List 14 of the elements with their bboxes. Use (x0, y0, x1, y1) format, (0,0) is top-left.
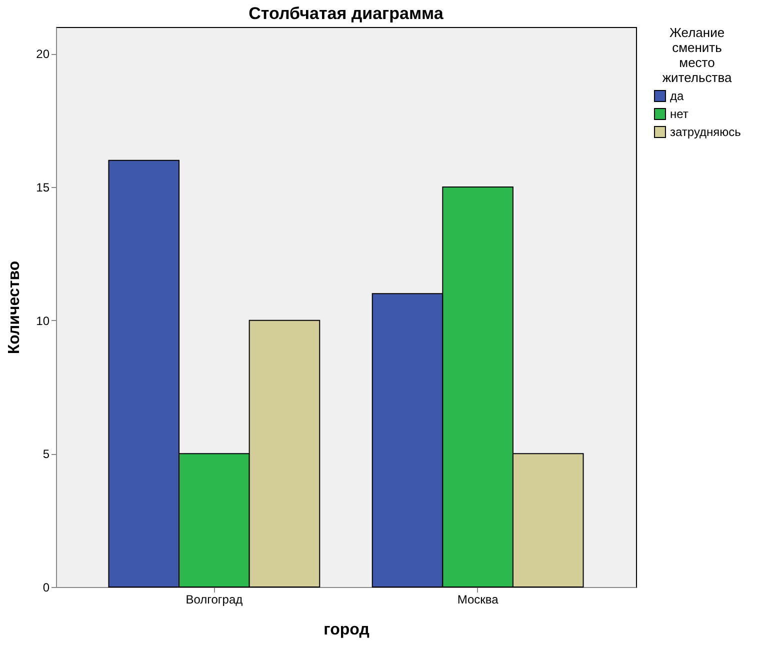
x-axis-title: город (324, 622, 370, 638)
legend-title: Желание сменить место жительства (662, 25, 732, 85)
x-tick-label: Волгоград (186, 592, 243, 606)
y-axis-title: Количество (6, 260, 24, 354)
y-tick-label: 20 (36, 47, 50, 62)
x-tick-label: Москва (457, 592, 499, 606)
y-tick-label: 10 (36, 314, 50, 328)
legend-label: затрудняюсь (670, 125, 741, 139)
y-tick-label: 15 (36, 180, 50, 194)
y-tick-label: 5 (42, 447, 50, 462)
chart-title: Столбчатая диаграмма (248, 4, 444, 23)
legend-label: нет (670, 107, 689, 121)
y-tick-label: 0 (42, 580, 50, 594)
legend-label: да (670, 89, 684, 103)
